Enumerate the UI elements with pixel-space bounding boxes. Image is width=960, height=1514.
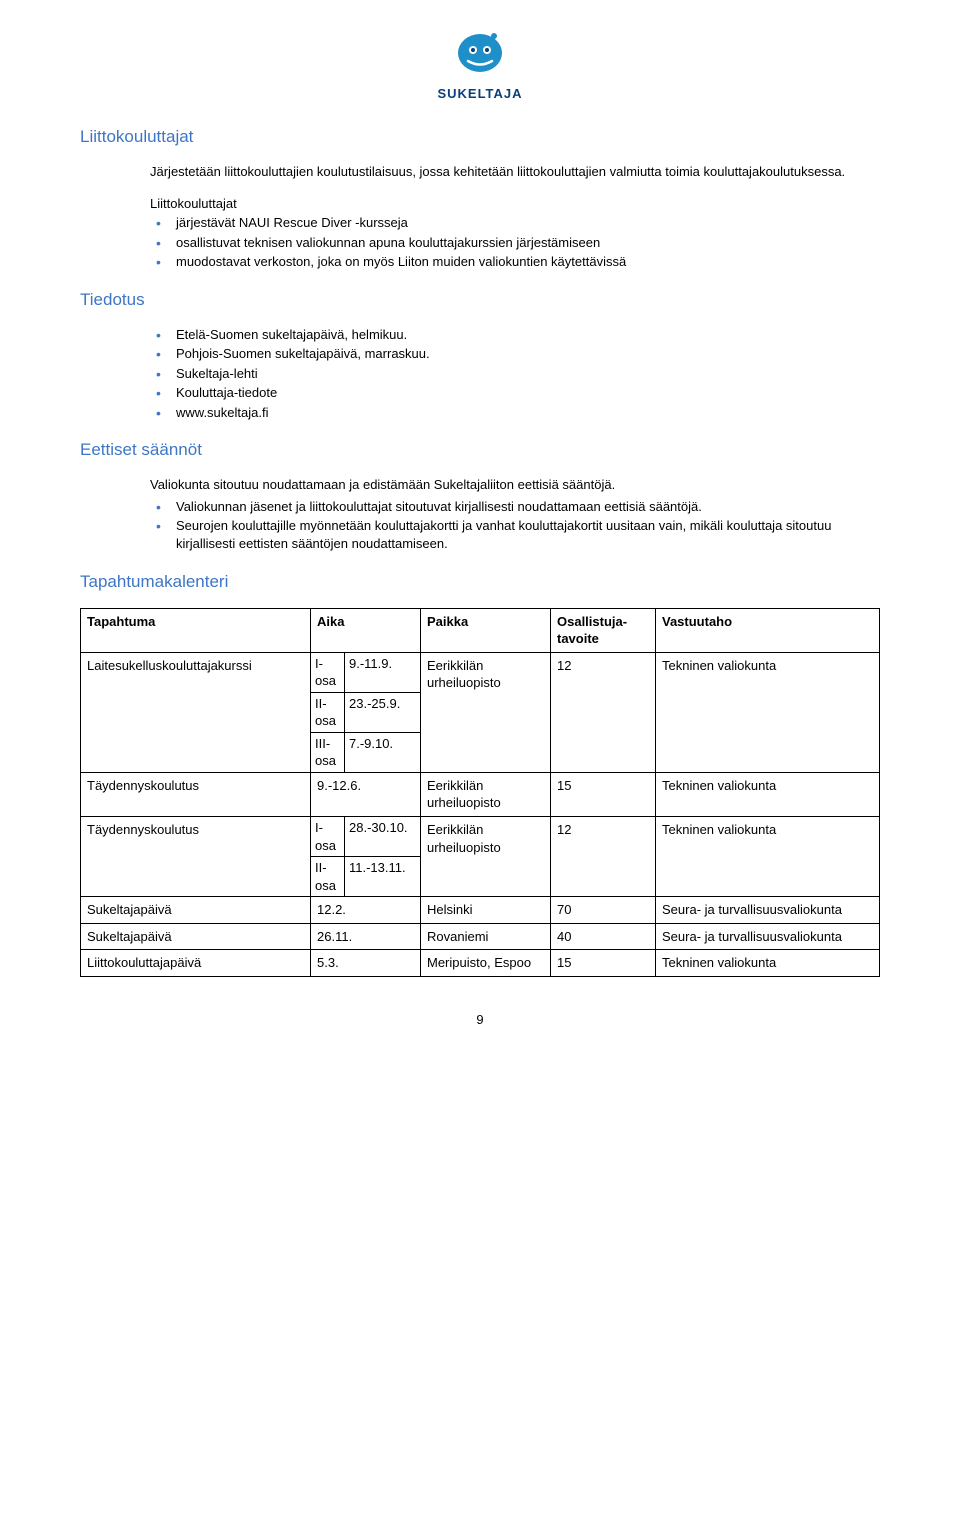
- cell-paikka: Eerikkilän urheiluopisto: [421, 816, 551, 896]
- table-row: Sukeltajapäivä 12.2. Helsinki 70 Seura- …: [81, 897, 880, 924]
- cell-aika: I-osa 28.-30.10. II-osa 11.-13.11.: [311, 816, 421, 896]
- page-number: 9: [80, 1011, 880, 1029]
- col-paikka: Paikka: [421, 608, 551, 652]
- brand-name: SUKELTAJA: [80, 85, 880, 103]
- col-osallistuja: Osallistuja-tavoite: [551, 608, 656, 652]
- list-tiedotus: Etelä-Suomen sukeltajapäivä, helmikuu. P…: [150, 326, 880, 422]
- cell-paikka: Helsinki: [421, 897, 551, 924]
- cell-aika: 12.2.: [311, 897, 421, 924]
- table-row: Laitesukelluskouluttajakurssi I-osa 9.-1…: [81, 652, 880, 772]
- cell-aika: 9.-12.6.: [311, 772, 421, 816]
- cell-vastuu: Tekninen valiokunta: [656, 772, 880, 816]
- cell-tavoite: 40: [551, 923, 656, 950]
- heading-liittokouluttajat: Liittokouluttajat: [80, 126, 880, 149]
- cell-aika: 26.11.: [311, 923, 421, 950]
- cell-name: Liittokouluttajapäivä: [81, 950, 311, 977]
- cell-tavoite: 15: [551, 772, 656, 816]
- cell-vastuu: Seura- ja turvallisuusvaliokunta: [656, 923, 880, 950]
- cell-name: Täydennyskoulutus: [81, 816, 311, 896]
- cell-vastuu: Tekninen valiokunta: [656, 816, 880, 896]
- heading-eettiset: Eettiset säännöt: [80, 439, 880, 462]
- cell-paikka: Rovaniemi: [421, 923, 551, 950]
- col-vastuutaho: Vastuutaho: [656, 608, 880, 652]
- list-item: Seurojen kouluttajille myönnetään koulut…: [150, 517, 880, 552]
- list-item: Sukeltaja-lehti: [150, 365, 880, 383]
- cell-name: Täydennyskoulutus: [81, 772, 311, 816]
- cell-tavoite: 15: [551, 950, 656, 977]
- cell-name: Laitesukelluskouluttajakurssi: [81, 652, 311, 772]
- list-item: Pohjois-Suomen sukeltajapäivä, marraskuu…: [150, 345, 880, 363]
- cell-paikka: Meripuisto, Espoo: [421, 950, 551, 977]
- list-liittokouluttajat: järjestävät NAUI Rescue Diver -kursseja …: [150, 214, 880, 271]
- cell-vastuu: Seura- ja turvallisuusvaliokunta: [656, 897, 880, 924]
- list-eettiset: Valiokunnan jäsenet ja liittokouluttajat…: [150, 498, 880, 553]
- heading-tiedotus: Tiedotus: [80, 289, 880, 312]
- list-item: osallistuvat teknisen valiokunnan apuna …: [150, 234, 880, 252]
- list-item: järjestävät NAUI Rescue Diver -kursseja: [150, 214, 880, 232]
- diver-icon: [448, 28, 512, 78]
- col-tapahtuma: Tapahtuma: [81, 608, 311, 652]
- events-table: Tapahtuma Aika Paikka Osallistuja-tavoit…: [80, 608, 880, 977]
- list-item: Etelä-Suomen sukeltajapäivä, helmikuu.: [150, 326, 880, 344]
- list-item: Kouluttaja-tiedote: [150, 384, 880, 402]
- table-row: Täydennyskoulutus 9.-12.6. Eerikkilän ur…: [81, 772, 880, 816]
- table-header-row: Tapahtuma Aika Paikka Osallistuja-tavoit…: [81, 608, 880, 652]
- cell-tavoite: 12: [551, 816, 656, 896]
- brand-logo: SUKELTAJA: [80, 28, 880, 102]
- cell-name: Sukeltajapäivä: [81, 923, 311, 950]
- table-row: Liittokouluttajapäivä 5.3. Meripuisto, E…: [81, 950, 880, 977]
- cell-aika: I-osa 9.-11.9. II-osa 23.-25.9. III-osa …: [311, 652, 421, 772]
- cell-tavoite: 70: [551, 897, 656, 924]
- cell-paikka: Eerikkilän urheiluopisto: [421, 772, 551, 816]
- cell-paikka: Eerikkilän urheiluopisto: [421, 652, 551, 772]
- cell-tavoite: 12: [551, 652, 656, 772]
- list-item: www.sukeltaja.fi: [150, 404, 880, 422]
- heading-tapahtumakalenteri: Tapahtumakalenteri: [80, 571, 880, 594]
- cell-name: Sukeltajapäivä: [81, 897, 311, 924]
- list-item: Valiokunnan jäsenet ja liittokouluttajat…: [150, 498, 880, 516]
- cell-vastuu: Tekninen valiokunta: [656, 950, 880, 977]
- cell-vastuu: Tekninen valiokunta: [656, 652, 880, 772]
- sub-heading: Liittokouluttajat: [150, 195, 880, 213]
- col-aika: Aika: [311, 608, 421, 652]
- intro-paragraph: Järjestetään liittokouluttajien koulutus…: [150, 163, 880, 181]
- table-row: Sukeltajapäivä 26.11. Rovaniemi 40 Seura…: [81, 923, 880, 950]
- cell-aika: 5.3.: [311, 950, 421, 977]
- eettiset-intro: Valiokunta sitoutuu noudattamaan ja edis…: [150, 476, 880, 494]
- list-item: muodostavat verkoston, joka on myös Liit…: [150, 253, 880, 271]
- table-row: Täydennyskoulutus I-osa 28.-30.10. II-os…: [81, 816, 880, 896]
